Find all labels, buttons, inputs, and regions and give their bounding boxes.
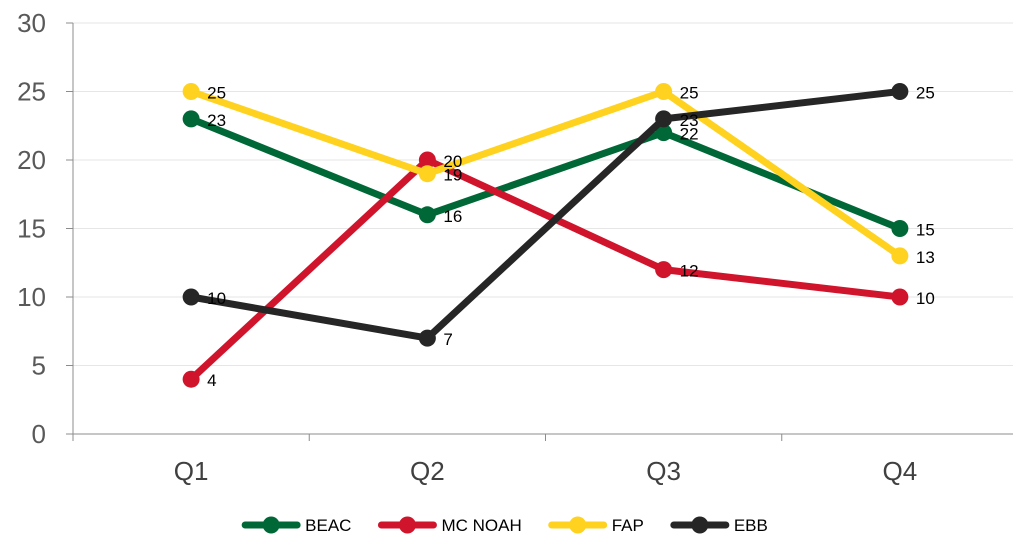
gridlines (73, 22, 1013, 366)
data-label-mc-noah: 10 (916, 289, 935, 308)
x-axis-ticks: Q1 Q2 Q3 Q4 (174, 456, 917, 486)
data-label-beac: 15 (916, 221, 935, 240)
y-tick-label: 0 (32, 419, 46, 449)
data-label-beac: 23 (207, 111, 226, 130)
point-fap (891, 247, 909, 265)
legend-marker-mc-noah (398, 516, 416, 534)
data-label-fap: 19 (443, 166, 462, 185)
legend[interactable]: BEAC MC NOAH FAP EBB (241, 516, 768, 535)
point-fap (655, 83, 673, 100)
point-ebb (891, 83, 909, 100)
series-line-fap (187, 88, 904, 260)
y-tick-label: 5 (32, 351, 46, 381)
legend-label-ebb: EBB (734, 516, 768, 535)
point-ebb (182, 288, 200, 306)
series-line-beac (187, 115, 904, 232)
legend-label-beac: BEAC (305, 516, 351, 535)
legend-marker-ebb (691, 516, 709, 534)
legend-item-fap[interactable]: FAP (548, 516, 644, 535)
data-label-ebb: 25 (916, 84, 935, 103)
y-tick-label: 15 (17, 214, 46, 244)
series-line-mc-noah (187, 156, 904, 383)
data-label-mc-noah: 12 (680, 262, 699, 281)
point-fap (418, 165, 436, 183)
axes (66, 22, 1013, 441)
legend-marker-beac (262, 516, 280, 534)
legend-item-beac[interactable]: BEAC (241, 516, 351, 535)
data-labels: 23 16 22 15 4 20 12 10 25 19 25 13 10 7 23 25 (207, 84, 935, 391)
series-lines (182, 83, 909, 388)
x-tick-label: Q3 (646, 456, 681, 486)
y-axis-ticks: 0 5 10 15 20 25 30 (17, 8, 46, 449)
x-tick-label: Q1 (174, 456, 209, 486)
point-mc-noah (182, 370, 200, 388)
point-ebb (418, 329, 436, 347)
legend-label-fap: FAP (612, 516, 644, 535)
point-ebb (655, 110, 673, 128)
point-mc-noah (418, 151, 436, 169)
point-beac (182, 110, 200, 128)
point-beac (418, 206, 436, 224)
legend-item-mc-noah[interactable]: MC NOAH (377, 516, 522, 535)
y-tick-label: 10 (17, 282, 46, 312)
legend-item-ebb[interactable]: EBB (670, 516, 768, 535)
point-beac (891, 220, 909, 237)
data-label-mc-noah: 4 (207, 371, 216, 390)
data-label-mc-noah: 20 (443, 152, 462, 171)
y-tick-label: 30 (17, 8, 46, 38)
data-label-ebb: 7 (443, 330, 452, 349)
data-label-ebb: 10 (207, 289, 226, 308)
data-label-beac: 16 (443, 207, 462, 226)
data-label-ebb: 23 (680, 111, 699, 130)
point-fap (182, 83, 200, 100)
point-mc-noah (655, 261, 673, 279)
data-label-fap: 25 (207, 84, 226, 103)
data-label-fap: 13 (916, 248, 935, 267)
legend-label-mc-noah: MC NOAH (441, 516, 521, 535)
x-tick-label: Q4 (883, 456, 918, 486)
legend-marker-fap (569, 516, 587, 534)
series-line-ebb (187, 88, 904, 342)
point-mc-noah (891, 288, 909, 306)
y-tick-label: 25 (17, 77, 46, 107)
point-beac (655, 124, 673, 142)
y-tick-label: 20 (17, 145, 46, 175)
data-label-fap: 25 (680, 84, 699, 103)
data-label-beac: 22 (680, 125, 699, 144)
x-tick-label: Q2 (410, 456, 445, 486)
